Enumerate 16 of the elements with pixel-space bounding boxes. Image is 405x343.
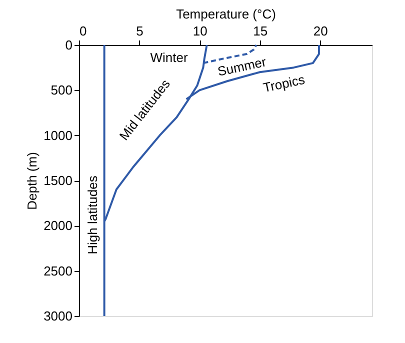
x-tick-label: 15 <box>253 24 268 38</box>
y-tick-label: 1000 <box>44 128 72 143</box>
y-tick-label: 1500 <box>44 173 72 188</box>
y-tick-label: 2000 <box>44 218 72 234</box>
y-axis-title: Depth (m) <box>24 152 40 210</box>
annotation: High latitudes <box>85 175 100 254</box>
x-tick-label: 0 <box>80 24 87 38</box>
y-tick-label: 2500 <box>44 263 72 278</box>
y-tick-label: 0 <box>65 38 72 52</box>
x-tick-label: 10 <box>192 24 208 38</box>
annotation: Winter <box>150 50 188 65</box>
y-tick-label: 500 <box>50 82 72 98</box>
x-tick-label: 20 <box>313 24 328 38</box>
x-tick-label: 5 <box>136 24 144 38</box>
x-axis-title: Temperature (°C) <box>176 6 276 22</box>
y-tick-label: 3000 <box>44 308 72 324</box>
